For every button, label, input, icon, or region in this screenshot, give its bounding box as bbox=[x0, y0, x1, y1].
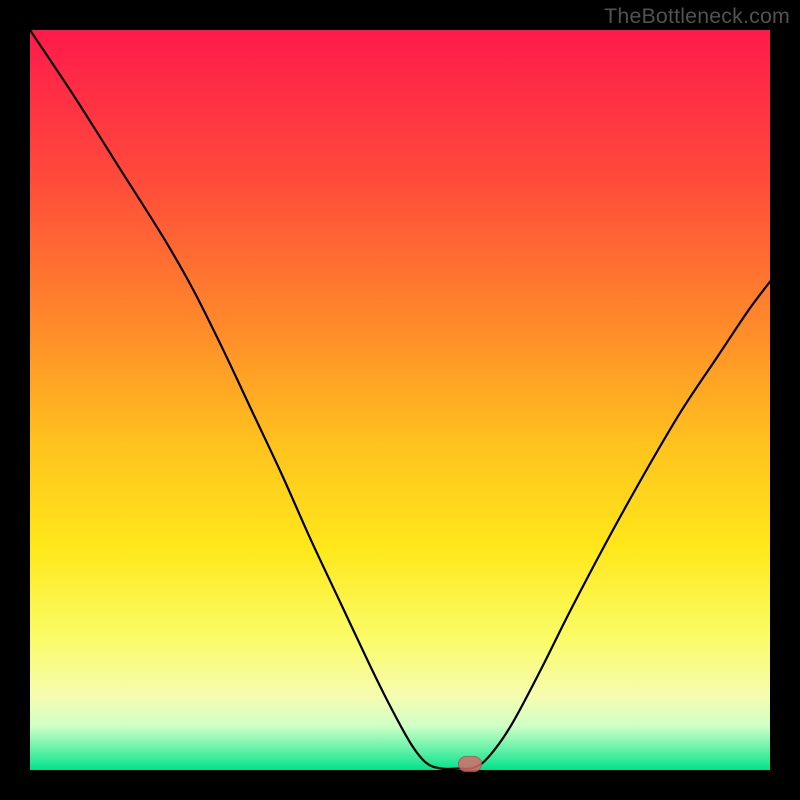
chart-frame: TheBottleneck.com bbox=[0, 0, 800, 800]
curve-path bbox=[30, 30, 770, 769]
plot-area bbox=[30, 30, 770, 770]
watermark-text: TheBottleneck.com bbox=[604, 4, 790, 29]
optimal-point-marker bbox=[458, 756, 482, 772]
bottleneck-curve bbox=[30, 30, 770, 770]
